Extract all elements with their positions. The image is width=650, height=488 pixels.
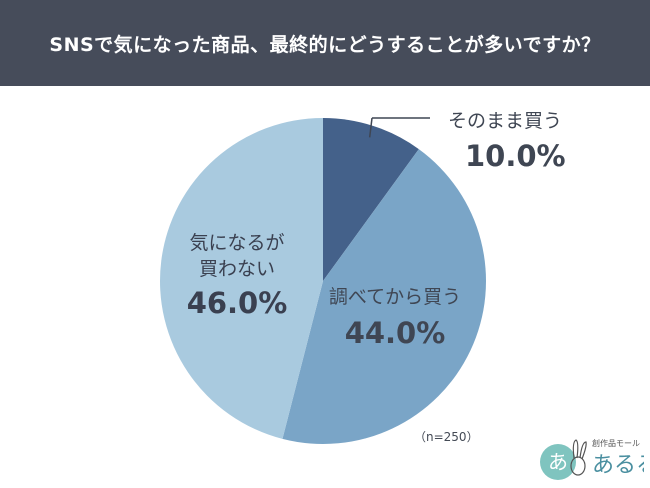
slice-label-3-line-2: 買わない	[199, 258, 275, 280]
logo-name: あるる	[592, 453, 644, 478]
slice-label-1: そのまま買う	[448, 110, 562, 132]
pie-slice-2	[282, 149, 486, 444]
sample-size-note: （n=250）	[414, 430, 479, 444]
slice-value-3: 46.0%	[187, 286, 288, 320]
slice-value-2: 44.0%	[345, 316, 446, 350]
chart-title: SNSで気になった商品、最終的にどうすることが多いですか？	[0, 0, 650, 86]
slice-label-3-line-1: 気になるが	[189, 232, 284, 254]
pie-slice-3	[160, 117, 323, 439]
logo-tagline: 創作品モール	[592, 438, 640, 448]
slice-labels: そのまま買う 10.0% 調べてから買う 44.0% 気になるが 買わない 46…	[187, 110, 566, 350]
slice-label-2: 調べてから買う	[329, 286, 461, 308]
leader-line-slice-1	[368, 117, 373, 138]
rabbit-logo-icon: あ 創作品モール あるる	[540, 438, 650, 480]
pie-slice-1	[323, 118, 419, 281]
logo-initial: あ	[548, 450, 568, 474]
brand-logo: あ 創作品モール あるる	[536, 432, 650, 484]
pie-slices	[160, 117, 486, 444]
slice-value-1: 10.0%	[465, 139, 566, 173]
